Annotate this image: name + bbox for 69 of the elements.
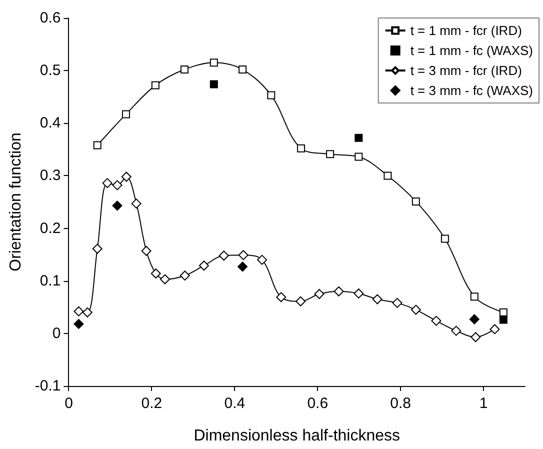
- point: [410, 304, 421, 315]
- point: [267, 91, 276, 100]
- point: [314, 289, 324, 299]
- point: [218, 250, 229, 261]
- point: [238, 250, 248, 260]
- point: [297, 144, 306, 152]
- point: [238, 262, 248, 272]
- point: [210, 58, 218, 67]
- legend-label: t = 1 mm - fc (WAXS): [410, 43, 534, 58]
- point: [180, 270, 190, 281]
- x-tick-label: 0.6: [307, 395, 328, 412]
- legend-label: t = 3 mm - fcr (IRD): [410, 63, 522, 78]
- point: [131, 198, 142, 209]
- point: [499, 308, 508, 316]
- point: [160, 274, 170, 284]
- y-axis-title: Orientation function: [8, 132, 24, 272]
- y-tick-label: 0.4: [40, 114, 61, 132]
- point: [276, 292, 286, 302]
- point: [112, 180, 122, 190]
- point: [354, 288, 364, 298]
- point: [82, 307, 92, 318]
- point: [354, 134, 363, 142]
- point: [238, 66, 247, 74]
- point: [334, 286, 344, 296]
- x-tick-label: 1: [479, 395, 488, 412]
- y-tick-label: 0.2: [40, 220, 61, 237]
- point: [210, 80, 218, 88]
- point: [112, 200, 122, 211]
- point: [92, 244, 102, 254]
- legend-label: t = 3 mm - fc (WAXS): [410, 83, 534, 98]
- point: [384, 172, 392, 180]
- point: [412, 197, 420, 206]
- y-tick-label: 0.3: [40, 167, 61, 184]
- x-tick-label: 0.2: [141, 395, 162, 412]
- x-tick-label: 0.4: [224, 395, 246, 412]
- y-tick-label: 0.5: [40, 62, 61, 80]
- x-axis-title: Dimensionless half-thickness: [194, 428, 400, 444]
- y-tick-label: 0: [52, 324, 61, 342]
- point: [326, 150, 334, 158]
- point: [499, 316, 508, 324]
- point: [102, 178, 112, 188]
- point: [354, 152, 363, 161]
- point: [198, 260, 209, 271]
- y-tick-label: -0.1: [34, 378, 61, 394]
- point: [74, 318, 84, 329]
- point: [74, 306, 84, 316]
- point: [141, 246, 152, 256]
- y-tick-label: 0.1: [40, 272, 61, 290]
- point: [470, 332, 481, 342]
- legend-label: t = 1 mm - fcr (IRD): [410, 23, 522, 38]
- x-tick-label: 0: [64, 395, 73, 412]
- x-tick-label: 0.8: [390, 395, 411, 412]
- point: [451, 326, 462, 336]
- point: [151, 81, 160, 90]
- point: [257, 254, 268, 265]
- point: [93, 141, 102, 150]
- point: [440, 234, 449, 243]
- point: [431, 316, 442, 326]
- point: [121, 172, 132, 182]
- point: [469, 314, 480, 324]
- point: [180, 66, 188, 74]
- point: [490, 324, 500, 334]
- point: [470, 292, 478, 301]
- point: [372, 294, 382, 304]
- y-tick-label: 0.6: [40, 10, 61, 26]
- point: [150, 268, 161, 278]
- point: [296, 296, 306, 306]
- point: [122, 110, 130, 118]
- point: [392, 298, 402, 308]
